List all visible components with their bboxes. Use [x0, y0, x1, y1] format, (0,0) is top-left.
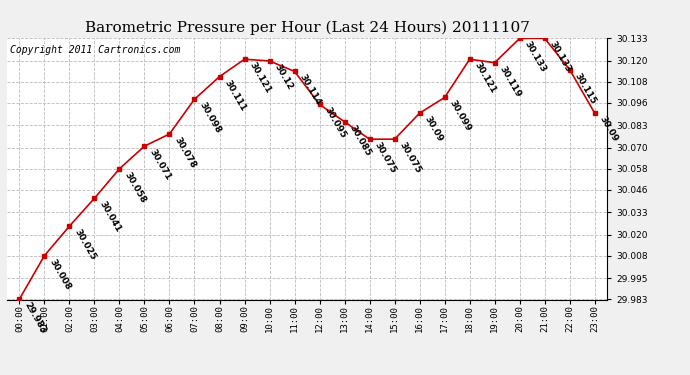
Text: 30.025: 30.025 [72, 228, 97, 262]
Text: 29.983: 29.983 [22, 300, 48, 335]
Text: 30.115: 30.115 [573, 71, 598, 105]
Text: 30.008: 30.008 [47, 257, 72, 291]
Text: 30.071: 30.071 [147, 147, 172, 182]
Text: 30.121: 30.121 [247, 61, 273, 95]
Text: 30.075: 30.075 [373, 141, 397, 175]
Text: 30.09: 30.09 [422, 114, 444, 144]
Text: 30.133: 30.133 [522, 40, 547, 74]
Text: 30.111: 30.111 [222, 78, 247, 112]
Text: 30.099: 30.099 [447, 99, 473, 134]
Text: 30.078: 30.078 [172, 135, 197, 170]
Text: 30.098: 30.098 [197, 100, 222, 135]
Text: 30.075: 30.075 [397, 141, 422, 175]
Title: Barometric Pressure per Hour (Last 24 Hours) 20111107: Barometric Pressure per Hour (Last 24 Ho… [85, 21, 529, 35]
Text: 30.114: 30.114 [297, 73, 322, 107]
Text: 30.12: 30.12 [273, 62, 294, 92]
Text: 30.133: 30.133 [547, 40, 573, 74]
Text: 30.09: 30.09 [598, 114, 620, 144]
Text: 30.041: 30.041 [97, 200, 122, 234]
Text: 30.085: 30.085 [347, 123, 373, 158]
Text: 30.119: 30.119 [497, 64, 522, 99]
Text: 30.121: 30.121 [473, 61, 497, 95]
Text: Copyright 2011 Cartronics.com: Copyright 2011 Cartronics.com [10, 45, 180, 56]
Text: 30.058: 30.058 [122, 170, 147, 204]
Text: 30.095: 30.095 [322, 106, 347, 140]
